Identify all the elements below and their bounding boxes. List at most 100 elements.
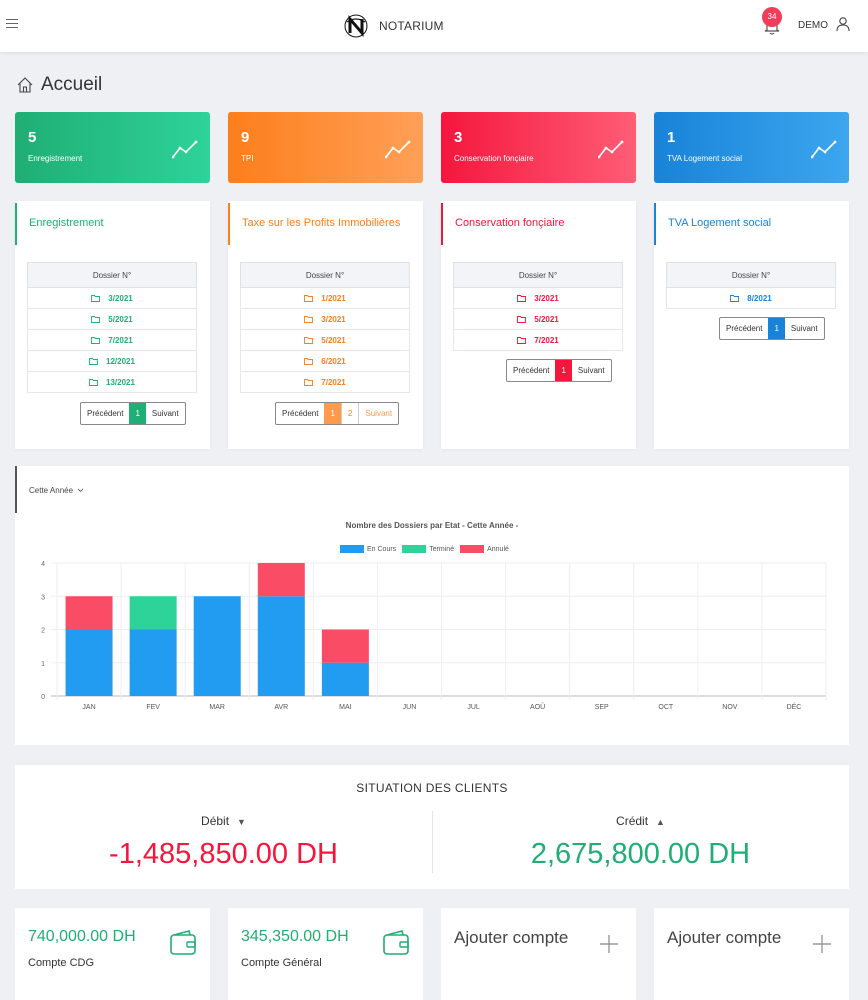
next-button[interactable]: Suivant [790,324,818,333]
y-tick-label: 3 [41,594,45,601]
x-tick-label: MAI [339,704,352,711]
table-row[interactable]: 7/2021 [27,329,197,351]
table-row[interactable]: 8/2021 [666,287,836,309]
credit-column: Crédit ▲ 2,675,800.00 DH [432,812,849,871]
panel-tva: TVA Logement social Dossier N° 8/2021 Pr… [654,201,849,449]
table-row[interactable]: 13/2021 [27,371,197,393]
credit-label: Crédit [616,814,649,828]
folder-icon [304,294,314,302]
dossier-link[interactable]: 5/2021 [321,335,346,345]
divider [432,811,433,873]
page-button-1[interactable]: 1 [129,403,146,424]
stat-value: 5 [28,129,37,146]
bar-segment [65,596,113,630]
next-button[interactable]: Suivant [577,366,605,375]
dossier-link[interactable]: 5/2021 [108,314,133,324]
prev-button[interactable]: Précédent [726,324,763,333]
bar-segment [321,629,369,663]
pagination: Précédent 1 Suivant [80,402,186,425]
wallet-icon [383,930,409,955]
account-label: Compte CDG [28,957,95,969]
x-tick-label: JUN [403,704,417,711]
dossier-link[interactable]: 7/2021 [321,377,346,387]
stat-card-enregistrement[interactable]: 5 Enregistrement [15,112,210,183]
panel-title: TVA Logement social [654,201,849,245]
dossier-table: Dossier N° 1/2021 3/2021 5/2021 6/2021 7… [240,262,410,393]
page-button-1[interactable]: 1 [555,360,572,381]
period-dropdown[interactable]: Cette Année [29,486,84,495]
account-amount: 740,000.00 DH [28,928,136,945]
notarium-logo-icon [344,14,368,38]
dossier-link[interactable]: 7/2021 [534,335,559,345]
table-row[interactable]: 7/2021 [240,371,410,393]
menu-icon[interactable] [6,19,18,31]
page-button-1[interactable]: 1 [768,318,785,339]
page-button-1[interactable]: 1 [324,403,341,424]
account-card-cdg[interactable]: 740,000.00 DH Compte CDG [15,908,210,1000]
table-row[interactable]: 5/2021 [27,308,197,330]
dossier-link[interactable]: 3/2021 [108,293,133,303]
stat-card-conservation[interactable]: 3 Conservation fonçiaire [441,112,636,183]
table-row[interactable]: 5/2021 [240,329,410,351]
folder-icon [91,294,101,302]
debit-amount: -1,485,850.00 DH [109,838,338,870]
dossier-link[interactable]: 1/2021 [321,293,346,303]
period-label: Cette Année [29,486,74,495]
prev-button[interactable]: Précédent [513,366,550,375]
legend-item-en-cours[interactable]: En Cours [340,545,396,553]
dossier-link[interactable]: 8/2021 [747,293,772,303]
brand-name: NOTARIUM [379,19,444,33]
dossier-link[interactable]: 5/2021 [534,314,559,324]
table-row[interactable]: 3/2021 [453,287,623,309]
legend-item-termine[interactable]: Terminé [402,545,454,553]
panel-title: Taxe sur les Profits Immobilières [228,201,423,245]
user-name[interactable]: DEMO [798,20,828,31]
stat-label: Conservation fonçiaire [454,154,534,163]
bar-segment [321,662,369,696]
account-label: Compte Général [241,957,322,969]
x-tick-label: JUL [467,704,480,711]
dossier-link[interactable]: 6/2021 [321,356,346,366]
y-tick-label: 1 [41,661,45,668]
table-row[interactable]: 6/2021 [240,350,410,372]
table-row[interactable]: 7/2021 [453,329,623,351]
prev-button[interactable]: Précédent [282,409,319,418]
table-row[interactable]: 3/2021 [27,287,197,309]
stat-card-tva[interactable]: 1 TVA Logement social [654,112,849,183]
legend-item-annule[interactable]: Annulé [460,545,509,553]
dossier-table: Dossier N° 8/2021 [666,262,836,309]
legend-swatch [460,545,485,553]
bar-segment [257,563,305,597]
add-account-card[interactable]: Ajouter compte [654,908,849,1000]
dossier-link[interactable]: 3/2021 [321,314,346,324]
chart-legend: En Cours Terminé Annulé [340,545,515,553]
table-row[interactable]: 12/2021 [27,350,197,372]
plus-icon[interactable] [599,934,619,954]
dossier-link[interactable]: 12/2021 [106,356,135,366]
x-tick-label: NOV [722,704,738,711]
trending-up-icon [385,140,411,159]
dossier-table: Dossier N° 3/2021 5/2021 7/2021 12/2021 … [27,262,197,393]
page-button-2[interactable]: 2 [340,403,358,424]
folder-icon [91,336,101,344]
stat-card-tpi[interactable]: 9 TPI [228,112,423,183]
account-card-general[interactable]: 345,350.00 DH Compte Général [228,908,423,1000]
table-row[interactable]: 3/2021 [240,308,410,330]
table-row[interactable]: 1/2021 [240,287,410,309]
x-tick-label: AVR [274,704,288,711]
next-button[interactable]: Suivant [151,409,179,418]
add-account-label: Ajouter compte [667,928,782,947]
notification-badge[interactable]: 34 [762,7,782,27]
dossier-link[interactable]: 7/2021 [108,335,133,345]
plus-icon[interactable] [812,934,832,954]
brand[interactable]: NOTARIUM [343,12,444,40]
dossier-link[interactable]: 13/2021 [106,377,135,387]
user-icon[interactable] [836,16,850,32]
table-row[interactable]: 5/2021 [453,308,623,330]
add-account-card[interactable]: Ajouter compte [441,908,636,1000]
prev-button[interactable]: Précédent [87,409,124,418]
next-button[interactable]: Suivant [358,403,398,424]
dossier-link[interactable]: 3/2021 [534,293,559,303]
dossier-table: Dossier N° 3/2021 5/2021 7/2021 [453,262,623,351]
folder-icon [304,378,314,386]
